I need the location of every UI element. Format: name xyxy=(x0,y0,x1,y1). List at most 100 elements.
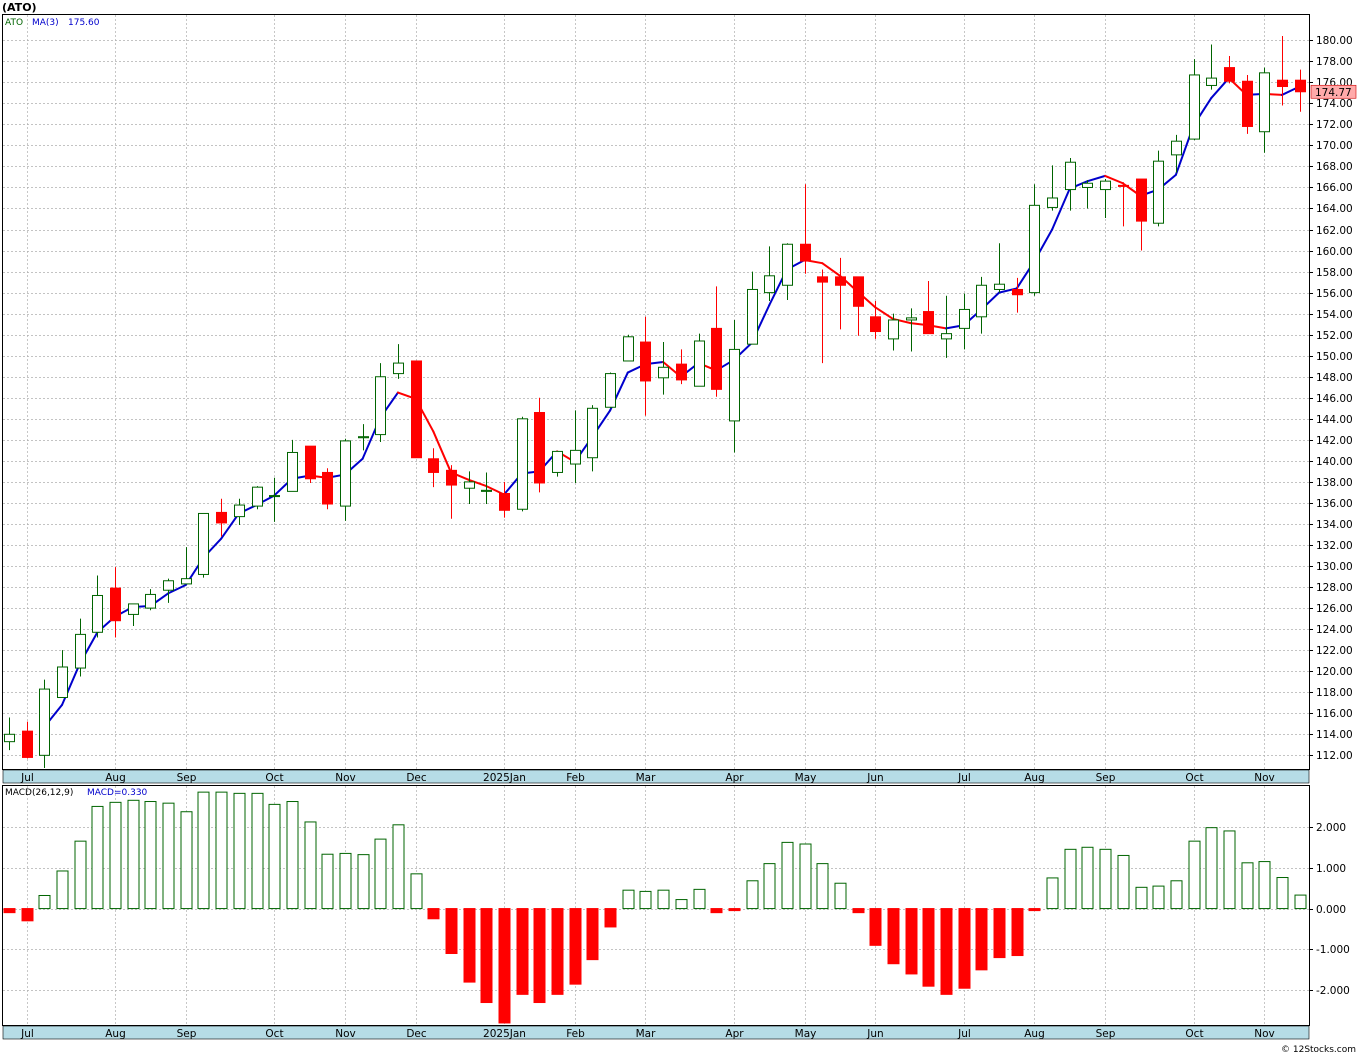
macd-x-tick-label: 2025Jan xyxy=(483,1028,526,1040)
candle-body xyxy=(1153,160,1164,224)
macd-bar xyxy=(746,880,759,910)
price-y-tick-label: 122.00 xyxy=(1316,645,1353,657)
macd-y-tick-label: 2.000 xyxy=(1316,822,1346,834)
candle xyxy=(870,301,881,339)
candle xyxy=(640,316,651,416)
macd-y-tick-label: -2.000 xyxy=(1316,985,1350,997)
candle xyxy=(57,650,68,698)
candle-body xyxy=(923,311,934,335)
macd-x-tick-label: Jul xyxy=(957,1028,971,1040)
macd-legend-label: MACD(26,12,9) xyxy=(5,788,73,798)
ma-legend-value: 175.60 xyxy=(68,18,100,28)
candle-body xyxy=(1065,161,1076,191)
price-x-tick-label: Sep xyxy=(1096,772,1116,784)
candle-body xyxy=(1012,288,1023,296)
candle xyxy=(694,333,705,387)
ma-segment xyxy=(61,662,81,706)
macd-bar xyxy=(1188,840,1201,910)
macd-x-tick-label: Oct xyxy=(265,1028,283,1040)
ma-legend-label: MA(3) xyxy=(32,18,59,28)
price-y-tick-label: 162.00 xyxy=(1316,225,1353,237)
macd-x-axis-band xyxy=(2,1025,1310,1040)
macd-x-tick-label: Nov xyxy=(335,1028,356,1040)
candle-body xyxy=(800,243,811,262)
macd-bar xyxy=(887,908,900,965)
candle-body xyxy=(128,603,139,615)
candle-body xyxy=(375,376,386,436)
candle-body xyxy=(1118,184,1129,187)
price-y-tick-label: 164.00 xyxy=(1316,203,1353,215)
macd-bar xyxy=(533,908,546,1004)
candle-body xyxy=(39,688,50,756)
macd-x-tick-label: Jun xyxy=(866,1028,883,1040)
macd-bar xyxy=(321,853,334,910)
candle xyxy=(976,276,987,334)
macd-bar xyxy=(569,908,582,985)
price-y-tick-label: 126.00 xyxy=(1316,603,1353,615)
candle-body xyxy=(358,436,369,439)
candle xyxy=(888,313,899,351)
price-x-tick-label: Oct xyxy=(265,772,283,784)
candle-body xyxy=(605,373,616,408)
candle xyxy=(994,243,1005,293)
candle-body xyxy=(1259,72,1270,133)
candle xyxy=(534,397,545,493)
macd-bar xyxy=(1081,846,1094,910)
candle xyxy=(623,334,634,362)
price-x-tick-label: Apr xyxy=(725,772,744,784)
candle-body xyxy=(764,275,775,294)
ma-segment xyxy=(1086,174,1107,183)
candle xyxy=(941,295,952,358)
price-y-tick-label: 146.00 xyxy=(1316,393,1353,405)
candle-body xyxy=(1029,204,1040,294)
candle-body xyxy=(941,333,952,340)
macd-legend-value: MACD=0.330 xyxy=(87,788,148,798)
candle xyxy=(517,416,528,512)
macd-bar xyxy=(516,908,529,995)
macd-bar xyxy=(233,792,246,910)
candle xyxy=(163,578,174,603)
candle-body xyxy=(976,284,987,318)
macd-bar xyxy=(1223,830,1236,910)
candle xyxy=(234,498,245,526)
candle xyxy=(1065,158,1076,211)
candle xyxy=(340,438,351,521)
macd-bar xyxy=(905,908,918,975)
price-y-tick-label: 140.00 xyxy=(1316,456,1353,468)
macd-bar xyxy=(657,889,670,910)
candle-body xyxy=(853,276,864,307)
candle xyxy=(181,547,192,585)
macd-bar xyxy=(268,803,281,910)
macd-bar xyxy=(675,899,688,910)
candle-body xyxy=(22,730,33,758)
candle-body xyxy=(322,471,333,505)
ma-segment xyxy=(220,512,240,540)
price-y-tick-label: 142.00 xyxy=(1316,435,1353,447)
candle-body xyxy=(623,336,634,362)
macd-x-tick-label: Dec xyxy=(406,1028,427,1040)
candle-body xyxy=(1047,197,1058,208)
candle-body xyxy=(234,504,245,518)
candle xyxy=(906,308,917,352)
candle xyxy=(853,276,864,336)
candle-body xyxy=(658,366,669,379)
price-y-tick-label: 116.00 xyxy=(1316,708,1353,720)
candle-body xyxy=(640,341,651,382)
candle-body xyxy=(92,594,103,633)
macd-bar xyxy=(922,908,935,987)
candle-body xyxy=(694,340,705,387)
macd-bar xyxy=(144,801,157,910)
candle-body xyxy=(994,283,1005,290)
macd-bar xyxy=(551,908,564,995)
macd-x-tick-label: Aug xyxy=(105,1028,126,1040)
macd-bar xyxy=(1135,886,1148,910)
macd-y-tick-label: -1.000 xyxy=(1316,944,1350,956)
macd-x-tick-label: Feb xyxy=(566,1028,585,1040)
macd-bar xyxy=(763,863,776,910)
candle xyxy=(747,271,758,345)
macd-bar xyxy=(799,843,812,910)
price-y-tick-label: 136.00 xyxy=(1316,498,1353,510)
macd-bar xyxy=(586,908,599,961)
candle-body xyxy=(517,418,528,510)
